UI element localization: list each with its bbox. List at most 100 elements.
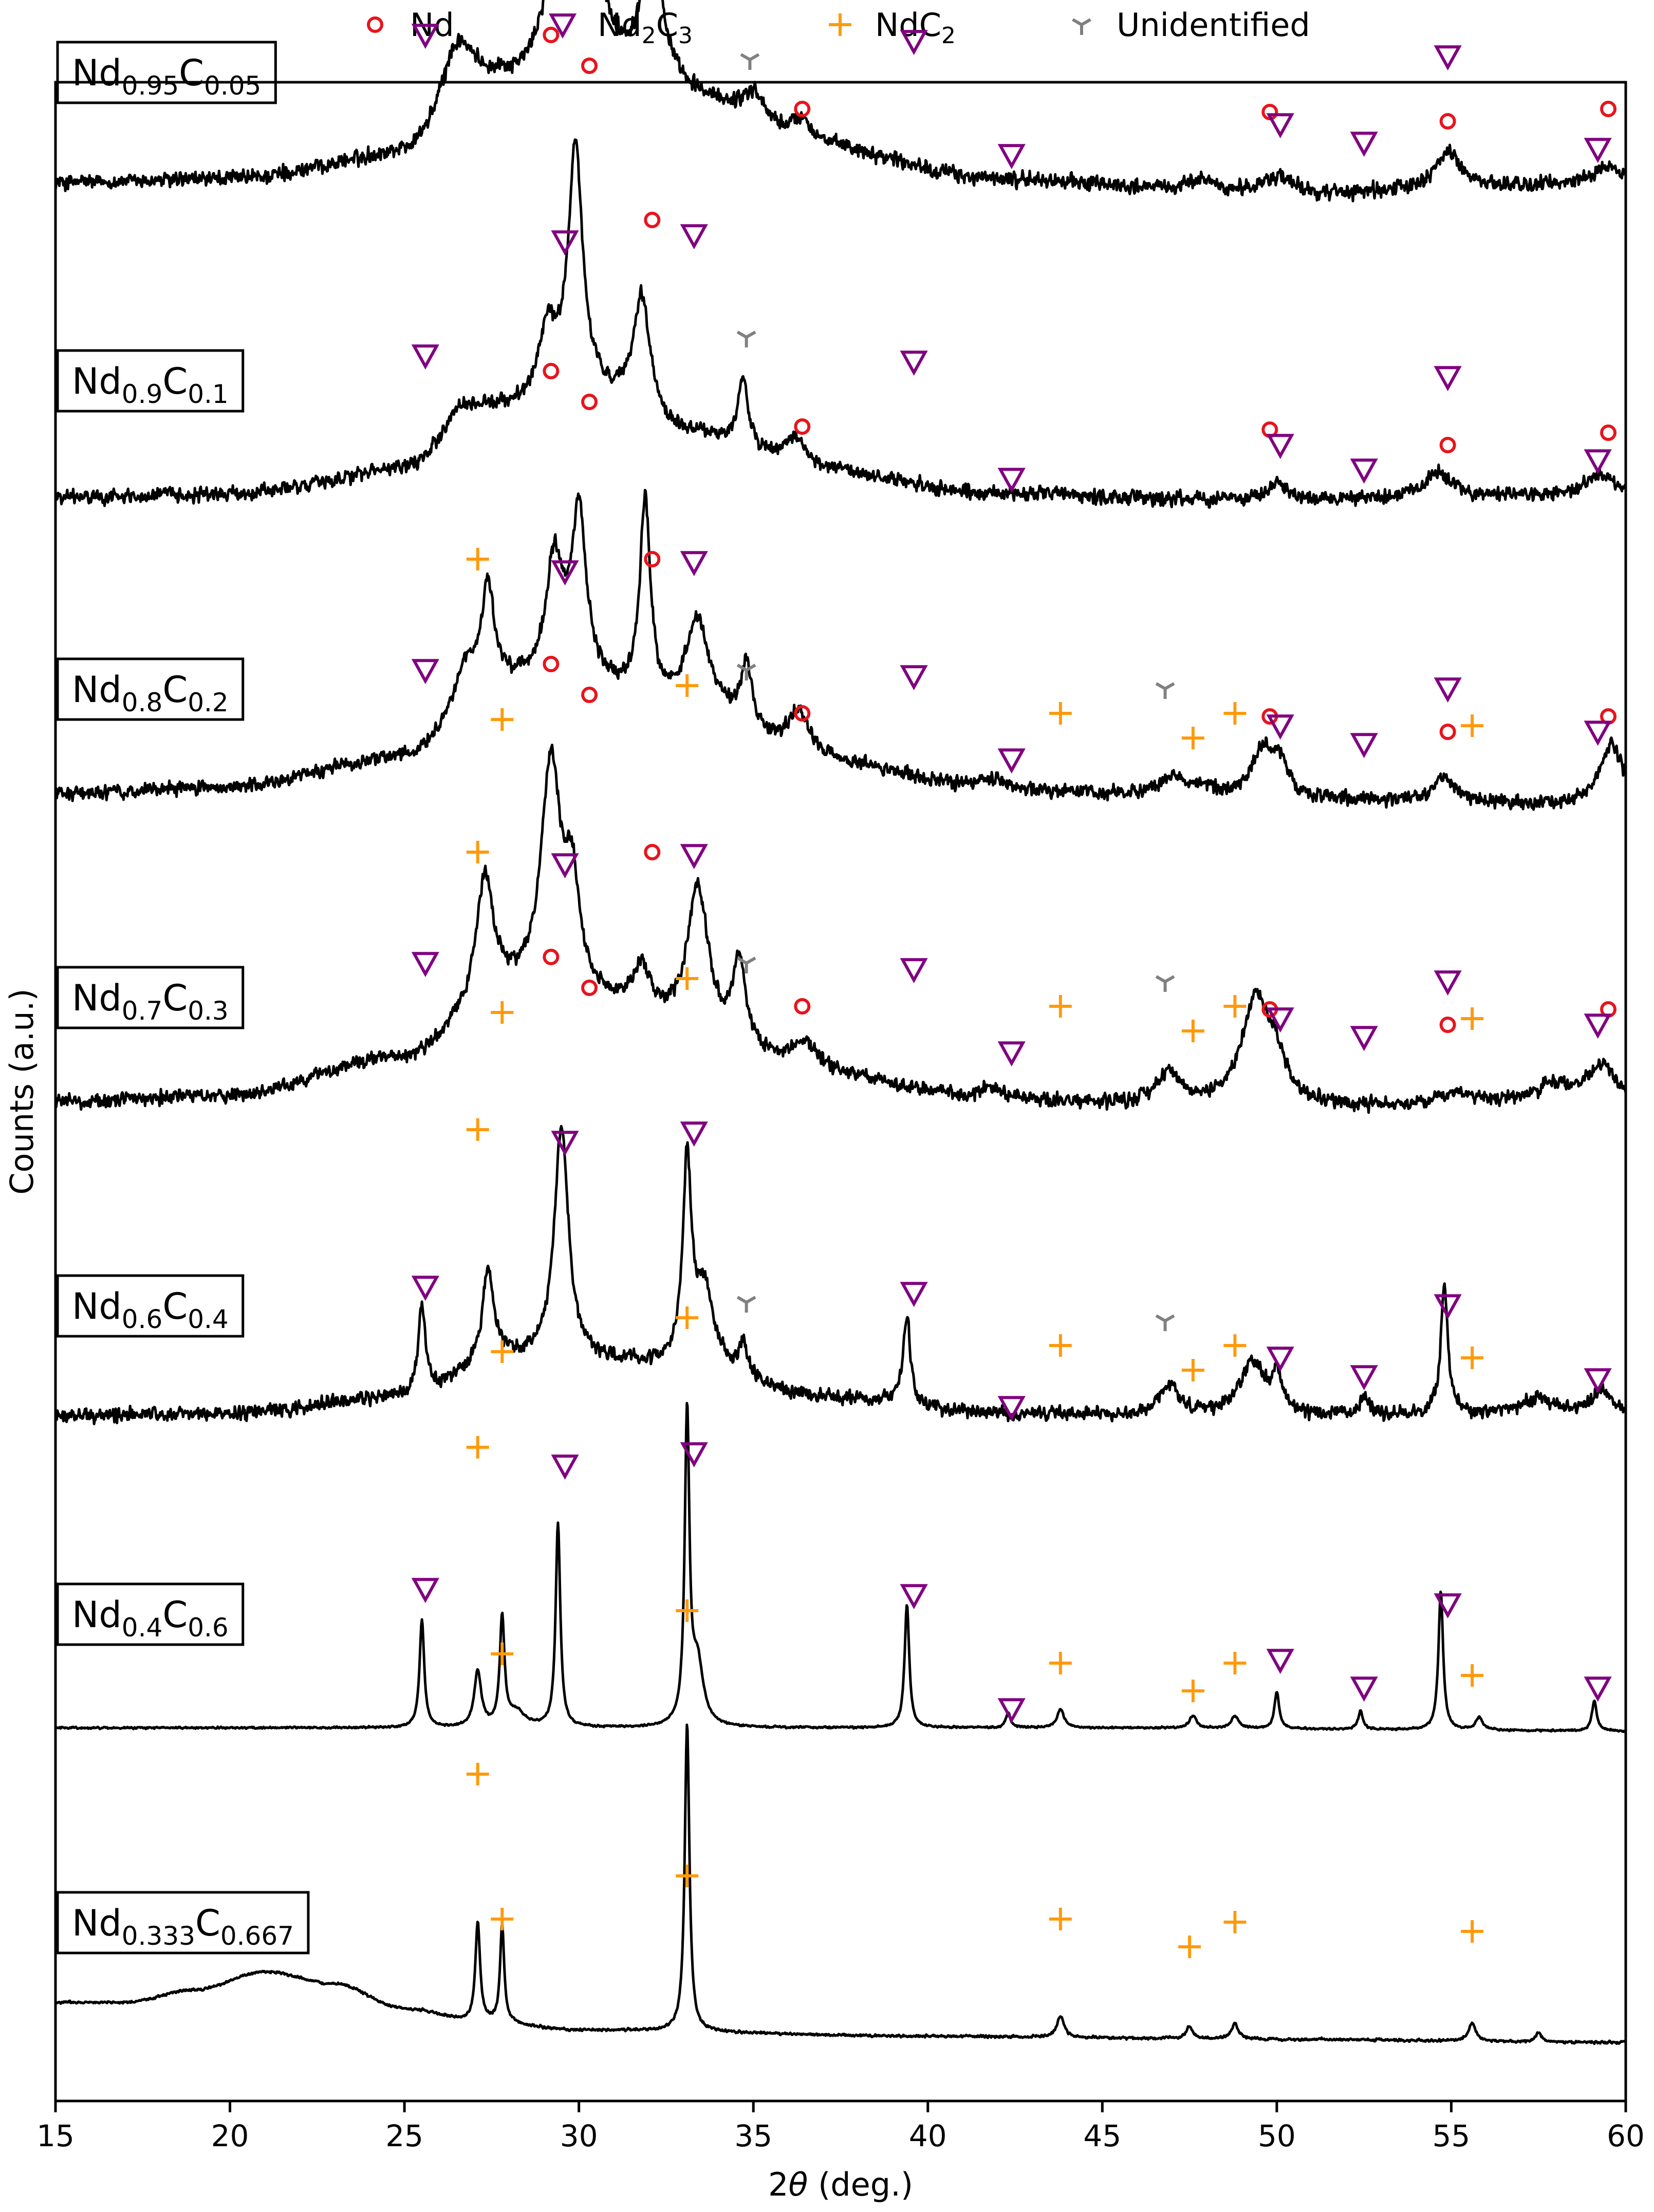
legend-label-ndc2: NdC2 (875, 6, 956, 49)
marker-nd-0-0 (543, 27, 560, 43)
marker-ndc2-3-2 (676, 967, 699, 990)
marker-ndc2-4-1 (491, 1340, 514, 1363)
x-tick-label-30: 30 (560, 2118, 598, 2153)
plot-traces (54, 0, 1627, 2045)
marker-nd2c3-0-7 (1434, 45, 1462, 71)
marker-nd2c3-3-7 (1434, 970, 1462, 996)
marker-nd-0-3 (794, 101, 811, 117)
marker-nd2c3-3-1 (551, 853, 579, 879)
marker-nd2c3-2-4 (997, 748, 1026, 774)
marker-nd2c3-0-5 (1266, 113, 1294, 139)
marker-nd-1-3 (794, 418, 811, 435)
x-tick-label-50: 50 (1258, 2118, 1296, 2153)
marker-nd2c3-3-6 (1350, 1026, 1378, 1052)
trace-Nd0.8C0.2 (54, 489, 1627, 811)
marker-nd2c3-1-1 (551, 230, 579, 256)
marker-ndc2-3-3 (1049, 995, 1072, 1018)
sample-label-5: Nd0.4C0.6 (56, 1582, 245, 1646)
sample-label-1: Nd0.9C0.1 (56, 349, 245, 413)
marker-ndc2-4-3 (1049, 1334, 1072, 1357)
marker-nd2c3-0-8 (1584, 138, 1612, 163)
marker-ndc2-2-6 (1461, 714, 1484, 737)
marker-nd2c3-2-6 (1350, 733, 1378, 759)
svg-text:Nd0.8C0.2: Nd0.8C0.2 (72, 669, 229, 717)
marker-nd-1-6 (1600, 425, 1617, 441)
marker-ndc2-2-4 (1181, 727, 1204, 749)
marker-unid-2-0 (736, 663, 756, 680)
marker-ndc2-5-6 (1461, 1664, 1484, 1687)
marker-nd2c3-1-7 (1434, 366, 1462, 392)
sample-label-6: Nd0.333C0.667 (56, 1891, 310, 1955)
marker-nd-2-3 (794, 705, 811, 722)
marker-nd2c3-4-7 (1434, 1294, 1462, 1320)
marker-unid-4-0 (736, 1296, 756, 1313)
marker-nd2c3-5-8 (1584, 1676, 1612, 1702)
marker-ndc2-3-6 (1461, 1007, 1484, 1030)
marker-nd2c3-2-1 (551, 560, 579, 586)
marker-nd2c3-3-2 (680, 844, 708, 870)
trace-Nd0.7C0.3 (54, 744, 1627, 1114)
marker-nd2c3-3-5 (1266, 1007, 1294, 1033)
marker-nd2c3-4-3 (900, 1282, 928, 1307)
legend-item-unid: Unidentified (1072, 6, 1310, 44)
marker-ndc2-3-0 (466, 841, 489, 863)
marker-nd2c3-1-6 (1350, 458, 1378, 484)
marker-nd2c3-5-1 (551, 1454, 579, 1480)
marker-nd2c3-5-4 (997, 1698, 1026, 1724)
marker-nd-2-0 (543, 656, 560, 672)
marker-ndc2-3-5 (1223, 995, 1247, 1018)
plot-frame (54, 81, 1627, 2103)
marker-nd-2-1 (581, 687, 598, 703)
marker-nd2c3-4-0 (411, 1276, 439, 1301)
marker-nd-1-5 (1439, 437, 1456, 453)
marker-nd2c3-1-0 (411, 344, 439, 370)
marker-nd2c3-4-5 (1266, 1347, 1294, 1372)
marker-nd2c3-1-2 (680, 224, 708, 250)
marker-nd2c3-2-0 (411, 659, 439, 685)
marker-nd2c3-4-6 (1350, 1365, 1378, 1391)
marker-nd2c3-3-3 (900, 958, 928, 984)
marker-unid-4-1 (1155, 1314, 1175, 1331)
marker-ndc2-5-3 (1049, 1652, 1072, 1674)
phase-markers (411, 24, 1617, 1958)
marker-ndc2-2-1 (491, 708, 514, 731)
marker-ndc2-6-2 (676, 1865, 699, 1887)
svg-text:Nd0.333C0.667: Nd0.333C0.667 (72, 1902, 294, 1951)
marker-ndc2-5-0 (466, 1436, 489, 1459)
x-tick-label-35: 35 (734, 2118, 772, 2153)
marker-ndc2-5-4 (1181, 1680, 1204, 1702)
marker-nd2c3-2-7 (1434, 677, 1462, 703)
marker-nd2c3-4-8 (1584, 1368, 1612, 1394)
marker-nd2c3-5-6 (1350, 1676, 1378, 1702)
x-tick-label-25: 25 (385, 2118, 423, 2153)
sample-labels: Nd0.95C0.05 Nd0.9C0.1 Nd0.8C0.2 Nd0.7C0.3 Nd… (56, 41, 310, 1955)
marker-nd-3-1 (581, 980, 598, 996)
marker-nd2c3-5-5 (1266, 1649, 1294, 1674)
marker-ndc2-2-3 (1049, 702, 1072, 725)
marker-ndc2-5-1 (491, 1643, 514, 1665)
x-axis-label: 2θ (deg.) (768, 2166, 913, 2203)
marker-nd-3-3 (794, 998, 811, 1015)
marker-ndc2-2-0 (466, 548, 489, 570)
x-tick-label-55: 55 (1433, 2118, 1471, 2153)
marker-unid-1-0 (736, 330, 756, 347)
trace-Nd0.9C0.1 (54, 138, 1627, 509)
trace-Nd0.6C0.4 (54, 1125, 1627, 1426)
x-tick-label-45: 45 (1083, 2118, 1121, 2153)
marker-ndc2-2-5 (1223, 702, 1247, 725)
legend-marker-unid (1072, 18, 1091, 35)
marker-unid-3-1 (1155, 975, 1175, 992)
marker-ndc2-6-0 (466, 1763, 489, 1785)
marker-nd2c3-2-8 (1584, 721, 1612, 746)
marker-nd-1-0 (543, 363, 560, 379)
marker-nd2c3-1-3 (900, 351, 928, 376)
legend-marker-nd2c3 (548, 13, 577, 39)
marker-nd2c3-3-4 (997, 1041, 1026, 1067)
marker-nd-2-5 (1439, 724, 1456, 740)
marker-nd-0-6 (1600, 101, 1617, 117)
legend-label-unid: Unidentified (1117, 6, 1310, 44)
marker-nd2c3-5-0 (411, 1578, 439, 1603)
sample-label-4: Nd0.6C0.4 (56, 1274, 245, 1338)
sample-label-3: Nd0.7C0.3 (56, 966, 245, 1029)
